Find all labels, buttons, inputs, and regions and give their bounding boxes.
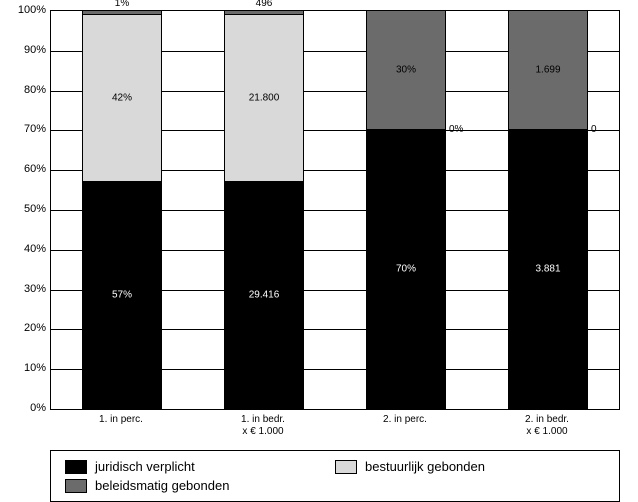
chart-wrapper: 57%42%1%29.41621.80049670%0%30%3.88101.6…: [0, 0, 638, 501]
legend-label: bestuurlijk gebonden: [365, 459, 485, 474]
y-tick-label: 100%: [18, 4, 46, 16]
bar-segment: 70%: [367, 129, 445, 408]
bar: 57%42%1%: [82, 11, 162, 409]
y-tick-label: 60%: [24, 163, 46, 175]
y-tick-label: 80%: [24, 84, 46, 96]
y-tick-label: 30%: [24, 283, 46, 295]
legend-swatch: [335, 460, 357, 474]
y-tick-label: 50%: [24, 203, 46, 215]
legend-item: beleidsmatig gebonden: [65, 478, 335, 493]
legend-swatch: [65, 479, 87, 493]
bar: 3.88101.699: [508, 11, 588, 409]
legend: juridisch verplicht bestuurlijk gebonden b…: [50, 450, 620, 502]
bar-segment: 29.416: [225, 181, 303, 408]
legend-label: beleidsmatig gebonden: [95, 478, 229, 493]
segment-label: 70%: [367, 264, 445, 275]
legend-item: bestuurlijk gebonden: [335, 459, 605, 474]
x-tick-label: 1. in bedr.x € 1.000: [213, 414, 313, 438]
segment-label: 42%: [83, 93, 161, 104]
bar-segment: [225, 10, 303, 14]
segment-label: 496: [225, 0, 303, 9]
bar-segment: 3.881: [509, 129, 587, 408]
segment-label: 0%: [449, 124, 463, 135]
bar-segment: 21.800: [225, 14, 303, 181]
segment-label: 29.416: [225, 290, 303, 301]
legend-swatch: [65, 460, 87, 474]
y-tick-label: 0%: [30, 402, 46, 414]
x-tick-label: 2. in bedr.x € 1.000: [497, 414, 597, 438]
bar: 70%0%30%: [366, 11, 446, 409]
x-tick-label: 2. in perc.: [355, 414, 455, 426]
bar-segment: 57%: [83, 181, 161, 408]
segment-label: 57%: [83, 290, 161, 301]
legend-row: juridisch verplicht bestuurlijk gebonden b…: [65, 457, 605, 495]
bar-segment: [83, 10, 161, 14]
plot-area: 57%42%1%29.41621.80049670%0%30%3.88101.6…: [50, 10, 620, 410]
y-tick-label: 90%: [24, 44, 46, 56]
bar-segment: 1.699: [509, 10, 587, 129]
segment-label: 21.800: [225, 93, 303, 104]
segment-label: 3.881: [509, 264, 587, 275]
bar-segment: 30%: [367, 10, 445, 129]
segment-label: 1%: [83, 0, 161, 9]
segment-label: 30%: [367, 65, 445, 76]
segment-label: 0: [591, 124, 597, 135]
bar-segment: 42%: [83, 14, 161, 181]
legend-label: juridisch verplicht: [95, 459, 195, 474]
x-tick-label: 1. in perc.: [71, 414, 171, 426]
y-tick-label: 20%: [24, 322, 46, 334]
y-tick-label: 70%: [24, 123, 46, 135]
legend-item: juridisch verplicht: [65, 459, 335, 474]
segment-label: 1.699: [509, 65, 587, 76]
y-tick-label: 40%: [24, 243, 46, 255]
y-tick-label: 10%: [24, 362, 46, 374]
bar: 29.41621.800496: [224, 11, 304, 409]
